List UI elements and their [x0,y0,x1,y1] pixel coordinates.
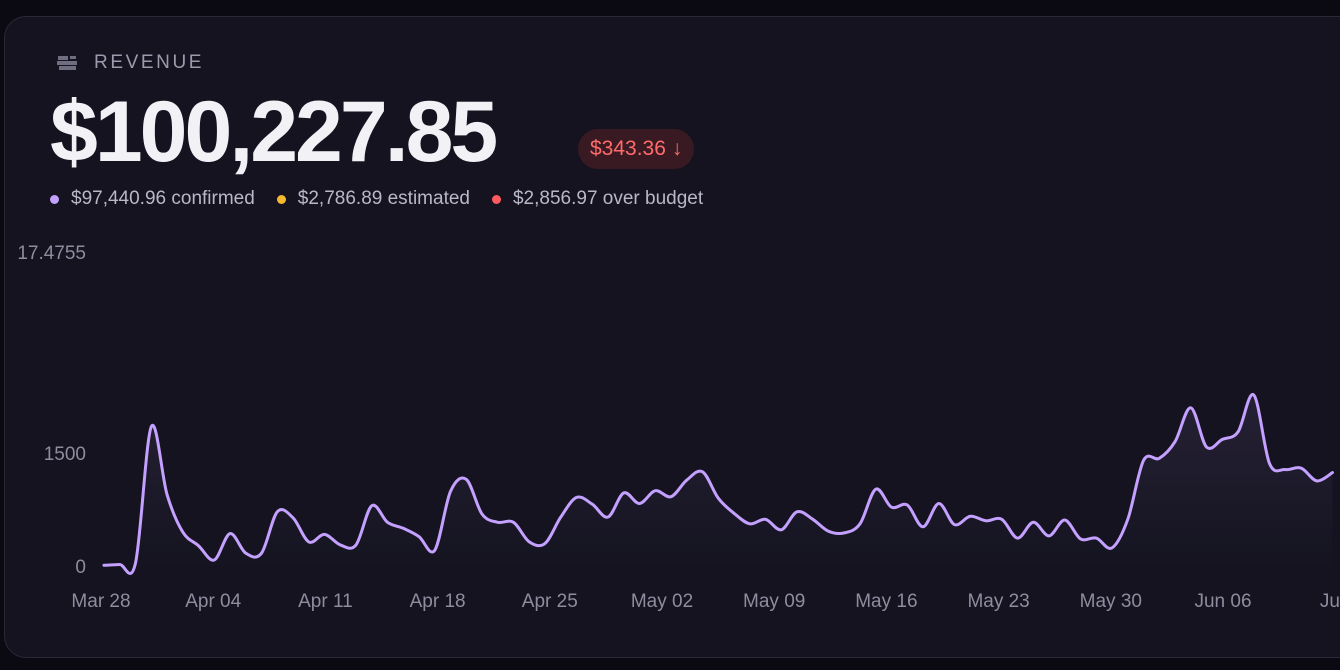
x-tick-label: May 23 [967,591,1029,612]
series-area [104,394,1333,574]
legend-dot-confirmed [50,194,59,204]
legend-label-confirmed: $97,440.96 confirmed [71,188,255,209]
arrow-down-icon: ↓ [671,137,683,160]
legend-item-over-budget: $2,856.97 over budget [491,188,704,210]
x-tick-label: Apr 25 [522,591,578,612]
card-title: REVENUE [94,52,205,73]
x-tick-label: Mar 28 [71,591,130,612]
x-tick-label: May 16 [855,591,917,612]
legend-label-over-budget: $2,856.97 over budget [512,188,704,209]
y-tick-0: 0 [75,557,86,578]
legend-label-estimated: $2,786.89 estimated [297,188,470,209]
y-tick-top: 17.4755 [17,243,86,264]
card-header: REVENUE [56,52,204,74]
x-tick-label: Apr 04 [185,591,241,612]
x-tick-label: May 30 [1080,591,1142,612]
x-tick-label: Jun [1320,591,1340,612]
legend-dot-estimated [276,194,286,204]
delta-badge: $343.36 ↓ [578,129,695,169]
x-tick-label: Apr 18 [410,591,466,612]
legend-item-confirmed: $97,440.96 confirmed [50,188,255,210]
y-tick-1500: 1500 [44,444,86,465]
series-line [102,393,1334,575]
delta-value: $343.36 [590,137,666,160]
x-tick-label: May 02 [631,591,693,612]
revenue-total: $100,227.85 [50,84,498,180]
cash-register-icon [57,56,77,70]
legend: $97,440.96 confirmed $2,786.89 estimated… [50,188,703,210]
x-tick-label: Jun 06 [1194,591,1251,612]
legend-item-estimated: $2,786.89 estimated [276,188,470,210]
x-tick-label: Apr 11 [298,591,353,612]
legend-dot-over-budget [491,194,501,204]
x-tick-label: May 09 [743,591,805,612]
